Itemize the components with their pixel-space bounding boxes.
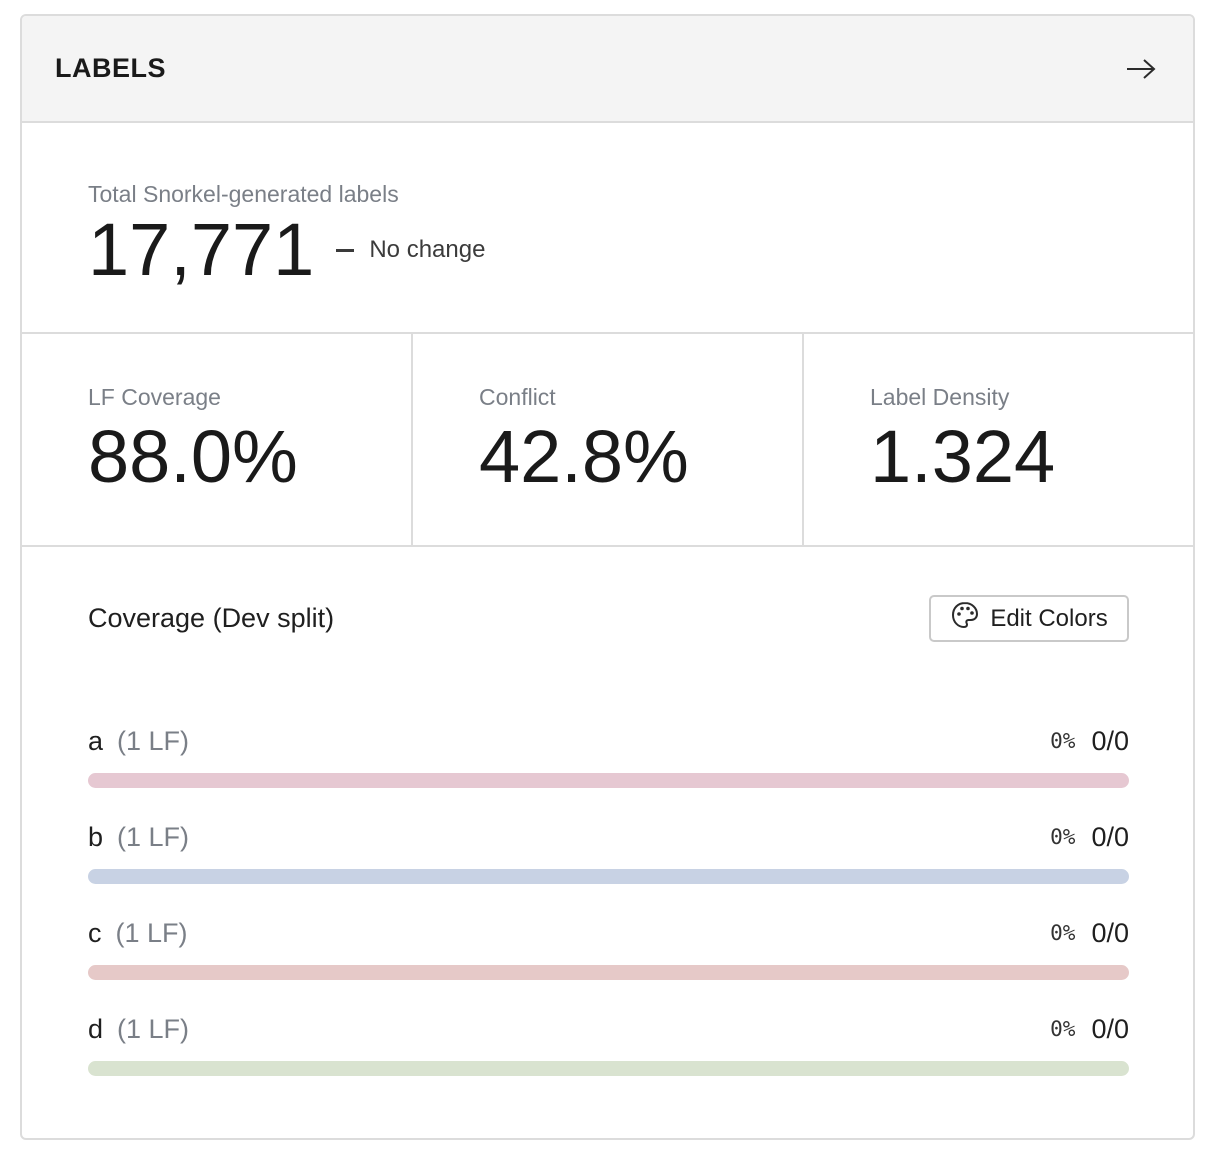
- stat-value: 88.0%: [88, 415, 298, 498]
- row-percent: 0%: [1050, 729, 1076, 753]
- edit-colors-label: Edit Colors: [990, 604, 1108, 632]
- row-percent: 0%: [1050, 1017, 1076, 1041]
- coverage-row-c: c (1 LF) 0% 0/0: [88, 916, 1129, 1012]
- coverage-row-a: a (1 LF) 0% 0/0: [88, 724, 1129, 820]
- row-count: 0/0: [1091, 821, 1129, 852]
- row-lf-count: (1 LF): [117, 725, 190, 756]
- row-count: 0/0: [1091, 725, 1129, 756]
- edit-colors-button[interactable]: Edit Colors: [929, 595, 1129, 642]
- row-count: 0/0: [1091, 1013, 1129, 1044]
- row-label: d: [88, 1013, 104, 1044]
- row-count: 0/0: [1091, 917, 1129, 948]
- row-lf-count: (1 LF): [117, 821, 190, 852]
- coverage-rows: a (1 LF) 0% 0/0 b (1 LF) 0% 0/0 c (1 LF) 0% 0/…: [88, 724, 1129, 1108]
- stat-label: LF Coverage: [88, 384, 221, 410]
- card-title: LABELS: [55, 53, 166, 83]
- row-percent: 0%: [1050, 825, 1076, 849]
- row-lf-count: (1 LF): [115, 917, 188, 948]
- stat-value: 1.324: [870, 415, 1056, 498]
- coverage-row-d: d (1 LF) 0% 0/0: [88, 1012, 1129, 1108]
- change-text: No change: [369, 236, 486, 263]
- coverage-bar: [88, 869, 1129, 884]
- coverage-section: Coverage (Dev split) Edit Colors a (1: [22, 547, 1193, 1108]
- stat-value: 42.8%: [479, 415, 689, 498]
- stat-label: Conflict: [479, 384, 556, 410]
- dash-icon: [336, 248, 355, 252]
- coverage-bar: [88, 965, 1129, 980]
- stat-label-density: Label Density 1.324: [804, 334, 1193, 545]
- total-labels-section: Total Snorkel-generated labels 17,771 No…: [22, 123, 1193, 334]
- row-label: b: [88, 821, 104, 852]
- row-label: c: [88, 917, 102, 948]
- stats-row: LF Coverage 88.0% Conflict 42.8% Label D…: [22, 334, 1193, 547]
- card-header: LABELS: [22, 16, 1193, 123]
- palette-icon: [950, 600, 980, 637]
- stat-lf-coverage: LF Coverage 88.0%: [22, 334, 413, 545]
- labels-card: LABELS Total Snorkel-generated labels 17…: [20, 14, 1195, 1140]
- total-labels-value: 17,771: [88, 208, 315, 291]
- coverage-row-b: b (1 LF) 0% 0/0: [88, 820, 1129, 916]
- row-label: a: [88, 725, 104, 756]
- row-percent: 0%: [1050, 921, 1076, 945]
- row-lf-count: (1 LF): [117, 1013, 190, 1044]
- coverage-bar: [88, 773, 1129, 788]
- total-labels-label: Total Snorkel-generated labels: [88, 181, 399, 207]
- coverage-title: Coverage (Dev split): [88, 603, 335, 633]
- coverage-bar: [88, 1061, 1129, 1076]
- stat-conflict: Conflict 42.8%: [413, 334, 804, 545]
- arrow-right-icon[interactable]: [1121, 49, 1161, 89]
- stat-label: Label Density: [870, 384, 1010, 410]
